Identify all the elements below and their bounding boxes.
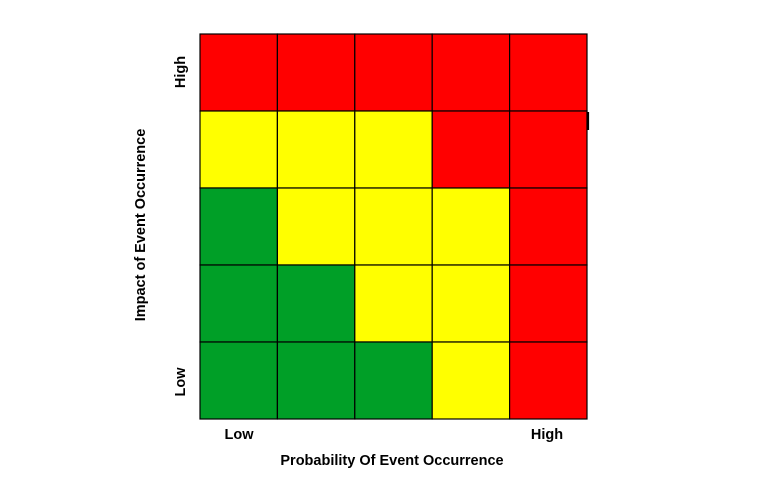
risk-cell-r4-c1-green (199, 264, 279, 343)
risk-cell-r1-c4-red (431, 33, 511, 112)
text-cursor-mark (587, 112, 590, 130)
x-tick-label-low: Low (225, 427, 255, 443)
risk-cell-r2-c4-red (431, 110, 511, 189)
risk-cell-r4-c3-yellow (354, 264, 433, 343)
risk-cell-r3-c1-green (199, 187, 279, 266)
risk-cell-r2-c2-yellow (276, 110, 356, 189)
risk-cell-r5-c4-yellow (431, 341, 511, 420)
risk-cell-r2-c1-yellow (199, 110, 279, 189)
risk-cell-r3-c5-red (509, 187, 588, 266)
risk-cell-r4-c2-green (276, 264, 356, 343)
risk-cell-r1-c1-red (199, 33, 279, 112)
risk-cell-r3-c4-yellow (431, 187, 511, 266)
x-tick-label-high: High (531, 427, 563, 443)
risk-cell-r1-c5-red (509, 33, 588, 112)
risk-cell-r5-c2-green (276, 341, 356, 420)
x-axis-title: Probability Of Event Occurrence (280, 453, 503, 469)
risk-cell-r3-c2-yellow (276, 187, 356, 266)
risk-matrix-grid (199, 33, 588, 420)
risk-cell-r2-c5-red (509, 110, 588, 189)
risk-cell-r2-c3-yellow (354, 110, 433, 189)
risk-cell-r4-c4-yellow (431, 264, 511, 343)
risk-cell-r5-c1-green (199, 341, 279, 420)
risk-cell-r1-c2-red (276, 33, 356, 112)
risk-cell-r5-c5-red (509, 341, 588, 420)
risk-cell-r4-c5-red (509, 264, 588, 343)
y-tick-label-high: High (173, 56, 189, 88)
risk-cell-r3-c3-yellow (354, 187, 433, 266)
risk-cell-r5-c3-green (354, 341, 433, 420)
y-axis-title: Impact of Event Occurrence (133, 129, 149, 322)
risk-cell-r1-c3-red (354, 33, 433, 112)
y-tick-label-low: Low (173, 367, 189, 397)
